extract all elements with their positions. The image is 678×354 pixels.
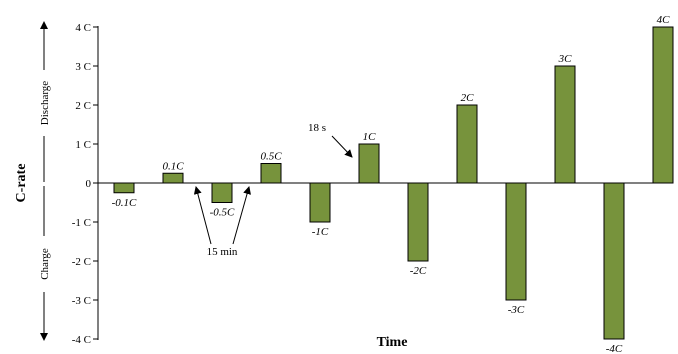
bar	[113, 182, 135, 194]
y-tick-label: 3 C	[75, 61, 91, 73]
bar	[358, 143, 380, 184]
y-tick-label: -2 C	[72, 256, 91, 268]
y-axis-title: C-rate	[14, 164, 29, 203]
bar-label: 0.1C	[162, 160, 184, 172]
bar-label: -2C	[410, 265, 427, 277]
bar	[603, 182, 625, 340]
bar-label: -3C	[508, 304, 525, 316]
rest-duration-label: 15 min	[207, 246, 238, 258]
y-tick-label: -3 C	[72, 295, 91, 307]
bar-label: -0.1C	[112, 197, 137, 209]
bar	[211, 182, 233, 203]
bar	[456, 104, 478, 184]
bar-label: 1C	[363, 131, 377, 143]
pulse-arrow	[331, 135, 353, 158]
bar	[652, 26, 674, 184]
bar-label: 0.5C	[260, 151, 282, 163]
bar	[505, 182, 527, 301]
bar-label: -1C	[312, 226, 329, 238]
y-tick-label: 0	[86, 178, 92, 190]
side-indicator: Discharge Charge	[36, 21, 52, 341]
rest-annotation: 15 min	[193, 186, 251, 258]
rest-arrow-right	[232, 186, 251, 245]
bar-label: 3C	[558, 53, 573, 65]
bar	[554, 65, 576, 184]
bar-label: -0.5C	[210, 207, 235, 219]
bar	[407, 182, 429, 262]
bar-labels: -0.1C 0.1C -0.5C 0.5C -1C 1C -2C 2C -3C 3C -4C 4C	[112, 14, 670, 354]
pulse-annotation: 18 s	[308, 122, 353, 158]
bars	[113, 26, 674, 340]
y-tick-label: 1 C	[75, 139, 91, 151]
y-tick-label: -4 C	[72, 334, 91, 346]
bar	[162, 172, 184, 184]
rest-arrow-left	[193, 186, 212, 245]
y-tick-label: -1 C	[72, 217, 91, 229]
discharge-label: Discharge	[39, 81, 51, 126]
pulse-duration-label: 18 s	[308, 122, 326, 134]
y-ticks: 4 C 3 C 2 C 1 C 0 -1 C -2 C -3 C -4 C	[72, 22, 98, 346]
bar	[309, 182, 331, 223]
bar	[260, 163, 282, 184]
y-tick-label: 2 C	[75, 100, 91, 112]
bar-label: -4C	[606, 343, 623, 354]
x-axis-title: Time	[377, 335, 408, 350]
charge-label: Charge	[39, 248, 51, 280]
bar-label: 2C	[461, 92, 475, 104]
y-tick-label: 4 C	[75, 22, 91, 34]
bar-label: 4C	[657, 14, 671, 26]
